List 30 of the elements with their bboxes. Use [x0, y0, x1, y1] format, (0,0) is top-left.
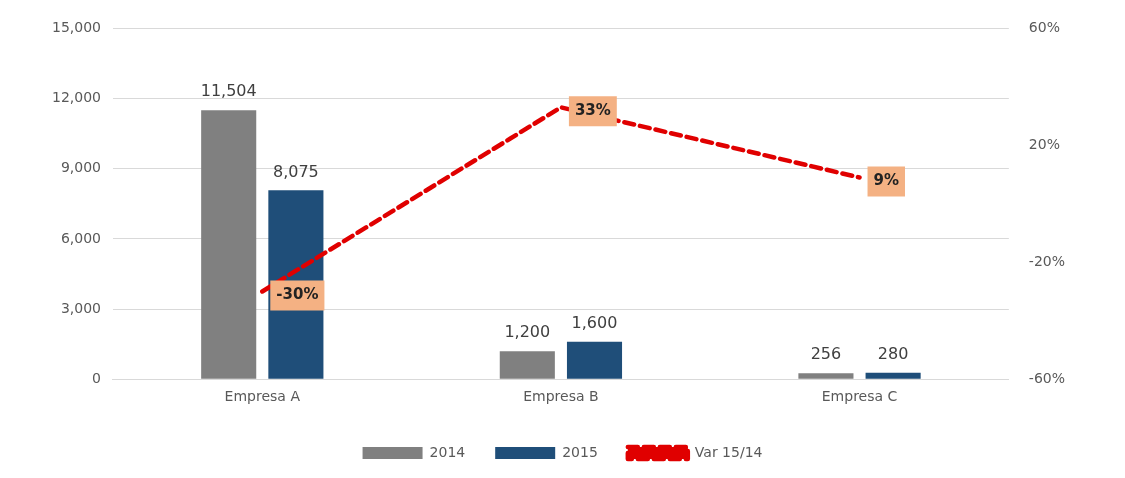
y-tick-label: 9,000	[60, 159, 101, 176]
data-label: 1,600	[571, 312, 618, 332]
data-label: 256	[810, 344, 842, 364]
legend-label: 2015	[562, 443, 598, 460]
x-tick-label: Empresa C	[821, 388, 898, 405]
data-label: 280	[877, 343, 909, 363]
y2-tick-label: 60%	[1028, 19, 1060, 36]
y-tick-label: 3,000	[60, 299, 101, 316]
data-label: 1,200	[504, 322, 551, 342]
x-tick-label: Empresa A	[224, 388, 301, 405]
data-label: 8,075	[272, 161, 319, 181]
bar	[499, 351, 555, 379]
legend-label: Var 15/14	[694, 443, 763, 460]
y2-tick-label: 20%	[1028, 135, 1060, 152]
bar	[566, 341, 623, 379]
data-label: 11,504	[200, 81, 257, 101]
y2-tick-label: -20%	[1028, 252, 1065, 269]
data-label: 9%	[873, 171, 899, 190]
y2-tick-label: -60%	[1028, 369, 1065, 386]
bar	[865, 372, 921, 379]
y-tick-label: 15,000	[51, 19, 101, 36]
y-tick-label: 0	[92, 369, 101, 386]
x-tick-label: Empresa B	[523, 388, 599, 405]
legend-label: 2014	[429, 443, 466, 460]
data-label: -30%	[276, 285, 319, 304]
y-tick-label: 6,000	[60, 229, 101, 246]
data-label: 33%	[574, 101, 611, 120]
y-tick-label: 12,000	[51, 89, 101, 106]
bar	[798, 373, 854, 379]
bar	[201, 110, 257, 379]
